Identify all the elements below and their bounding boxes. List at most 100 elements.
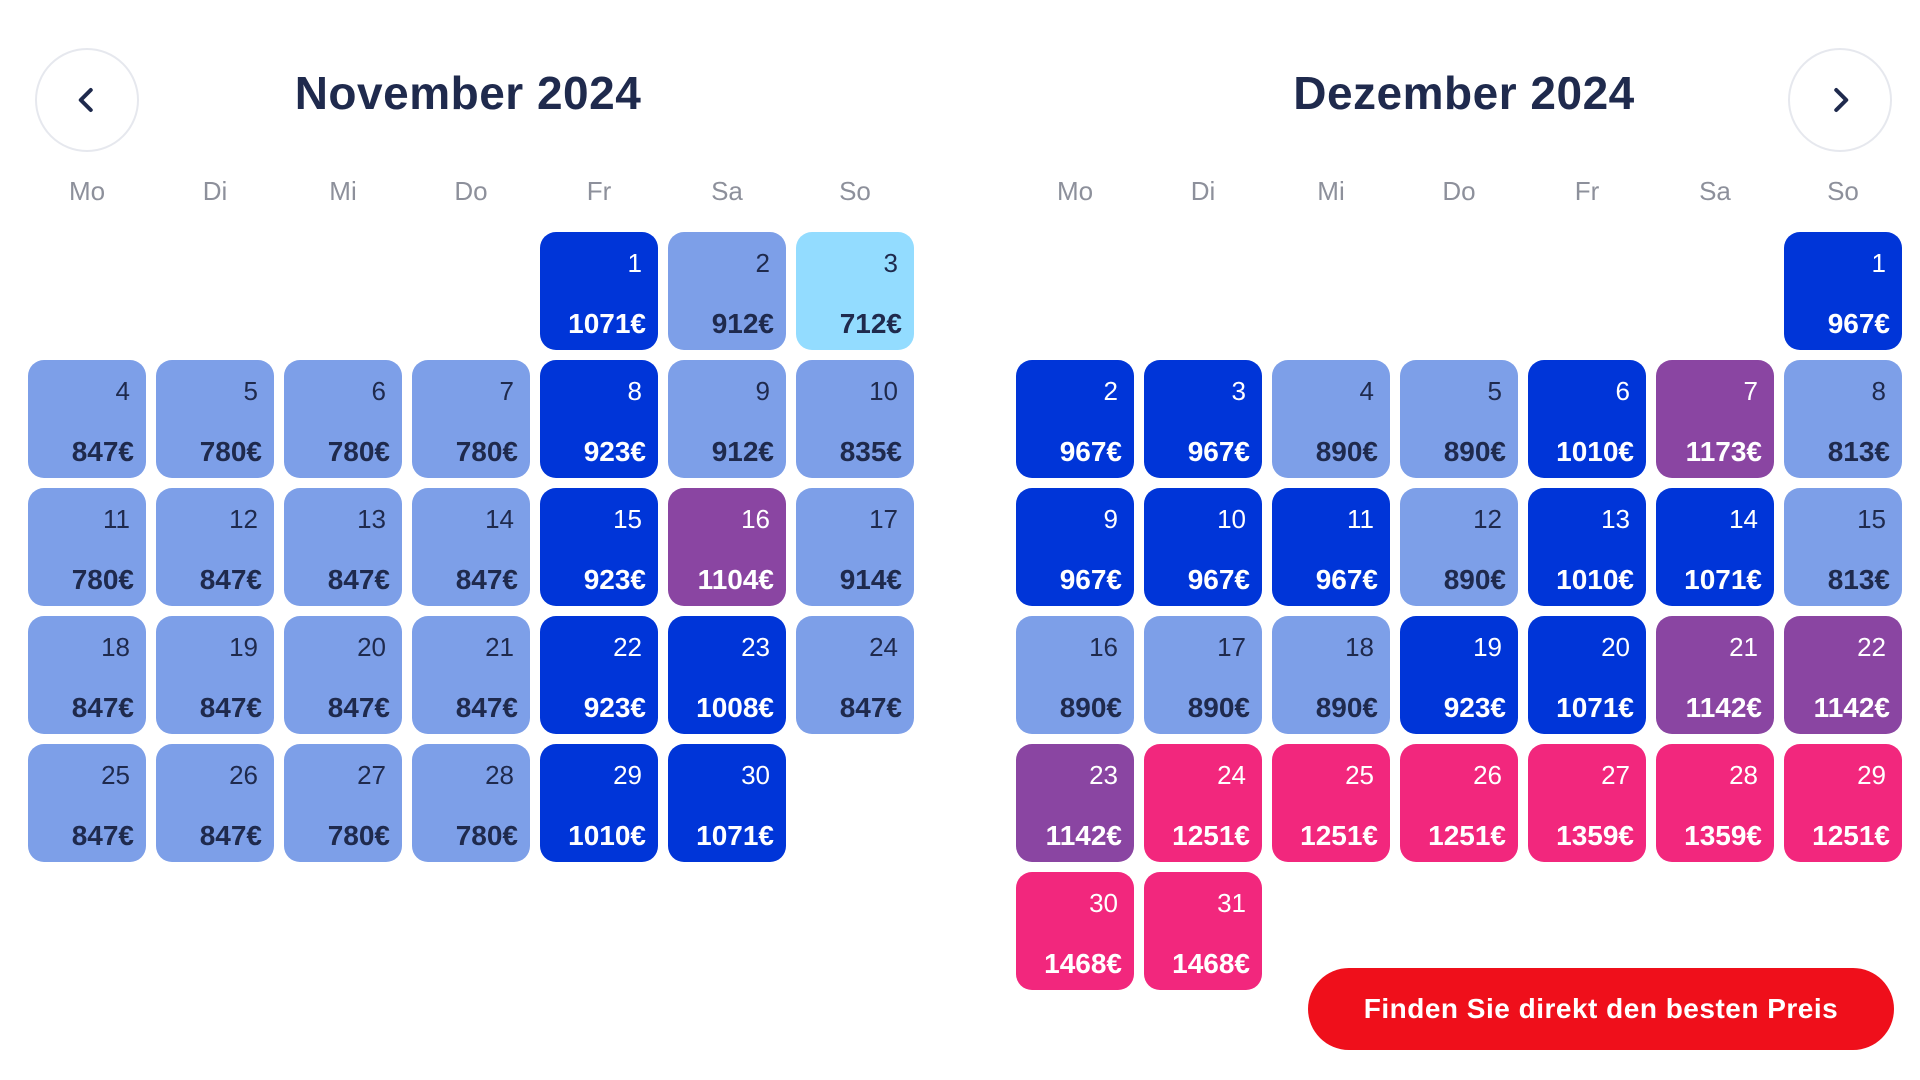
- month-calendar-november: November 2024 Mo Di Mi Do Fr Sa So 1 1071…: [28, 0, 924, 1000]
- day-cell[interactable]: 13 847€: [284, 488, 402, 606]
- chevron-left-icon: [78, 88, 93, 112]
- day-cell[interactable]: 13 1010€: [1528, 488, 1646, 606]
- day-cell[interactable]: 15 813€: [1784, 488, 1902, 606]
- month-title: Dezember 2024: [1293, 67, 1635, 119]
- day-cell[interactable]: 24 847€: [796, 616, 914, 734]
- day-cell[interactable]: 5 890€: [1400, 360, 1518, 478]
- day-cell[interactable]: 31 1468€: [1144, 872, 1262, 990]
- day-cell[interactable]: 29 1251€: [1784, 744, 1902, 862]
- day-number: 13: [1601, 504, 1630, 534]
- day-cell[interactable]: 22 1142€: [1784, 616, 1902, 734]
- day-number: 1: [627, 248, 642, 278]
- empty-cell: [1272, 232, 1390, 350]
- day-cell[interactable]: 16 890€: [1016, 616, 1134, 734]
- day-cell[interactable]: 12 847€: [156, 488, 274, 606]
- day-price: 1010€: [568, 820, 646, 851]
- day-number: 2: [1103, 376, 1118, 406]
- day-cell[interactable]: 28 1359€: [1656, 744, 1774, 862]
- day-price: 780€: [327, 436, 390, 467]
- next-month-button[interactable]: [1788, 48, 1892, 152]
- day-price: 1251€: [1172, 820, 1250, 851]
- day-price: 967€: [1187, 564, 1250, 595]
- day-cell[interactable]: 30 1071€: [668, 744, 786, 862]
- day-cell[interactable]: 6 1010€: [1528, 360, 1646, 478]
- day-cell[interactable]: 1 967€: [1784, 232, 1902, 350]
- day-number: 5: [243, 376, 258, 406]
- day-cell[interactable]: 30 1468€: [1016, 872, 1134, 990]
- day-cell[interactable]: 11 780€: [28, 488, 146, 606]
- day-cell[interactable]: 25 847€: [28, 744, 146, 862]
- day-price: 1468€: [1172, 948, 1250, 979]
- day-cell[interactable]: 15 923€: [540, 488, 658, 606]
- day-cell[interactable]: 21 847€: [412, 616, 530, 734]
- day-number: 14: [485, 504, 514, 534]
- day-cell[interactable]: 27 780€: [284, 744, 402, 862]
- day-cell[interactable]: 24 1251€: [1144, 744, 1262, 862]
- chevron-right-icon: [1834, 88, 1849, 112]
- day-cell[interactable]: 2 912€: [668, 232, 786, 350]
- day-number: 27: [357, 760, 386, 790]
- day-number: 28: [485, 760, 514, 790]
- day-number: 13: [357, 504, 386, 534]
- day-cell[interactable]: 9 967€: [1016, 488, 1134, 606]
- day-cell[interactable]: 8 813€: [1784, 360, 1902, 478]
- day-cell[interactable]: 4 890€: [1272, 360, 1390, 478]
- day-cell[interactable]: 19 923€: [1400, 616, 1518, 734]
- day-cell[interactable]: 10 967€: [1144, 488, 1262, 606]
- day-cell[interactable]: 26 1251€: [1400, 744, 1518, 862]
- day-cell[interactable]: 18 847€: [28, 616, 146, 734]
- day-cell[interactable]: 19 847€: [156, 616, 274, 734]
- day-cell[interactable]: 8 923€: [540, 360, 658, 478]
- day-price: 813€: [1827, 436, 1890, 467]
- day-price: 1104€: [697, 564, 774, 595]
- day-cell[interactable]: 17 914€: [796, 488, 914, 606]
- day-price: 890€: [1059, 692, 1122, 723]
- prev-month-button[interactable]: [35, 48, 139, 152]
- day-number: 17: [869, 504, 898, 534]
- day-cell[interactable]: 2 967€: [1016, 360, 1134, 478]
- day-price: 847€: [199, 692, 262, 723]
- day-price: 847€: [199, 564, 262, 595]
- find-best-price-button[interactable]: Finden Sie direkt den besten Preis: [1308, 968, 1894, 1050]
- day-number: 8: [627, 376, 642, 406]
- day-cell[interactable]: 4 847€: [28, 360, 146, 478]
- day-cell[interactable]: 14 847€: [412, 488, 530, 606]
- day-number: 21: [1729, 632, 1758, 662]
- day-cell[interactable]: 20 1071€: [1528, 616, 1646, 734]
- day-cell[interactable]: 3 712€: [796, 232, 914, 350]
- day-price: 967€: [1827, 308, 1890, 339]
- day-cell[interactable]: 14 1071€: [1656, 488, 1774, 606]
- day-price: 1359€: [1556, 820, 1634, 851]
- day-cell[interactable]: 18 890€: [1272, 616, 1390, 734]
- day-price: 847€: [327, 692, 390, 723]
- day-cell[interactable]: 17 890€: [1144, 616, 1262, 734]
- day-cell[interactable]: 22 923€: [540, 616, 658, 734]
- day-cell[interactable]: 29 1010€: [540, 744, 658, 862]
- day-cell[interactable]: 1 1071€: [540, 232, 658, 350]
- day-number: 22: [613, 632, 642, 662]
- day-cell[interactable]: 3 967€: [1144, 360, 1262, 478]
- day-cell[interactable]: 26 847€: [156, 744, 274, 862]
- day-cell[interactable]: 23 1008€: [668, 616, 786, 734]
- day-price: 847€: [71, 692, 134, 723]
- day-number: 22: [1857, 632, 1886, 662]
- day-cell[interactable]: 7 780€: [412, 360, 530, 478]
- day-cell[interactable]: 28 780€: [412, 744, 530, 862]
- day-number: 7: [499, 376, 514, 406]
- day-cell[interactable]: 10 835€: [796, 360, 914, 478]
- day-cell[interactable]: 20 847€: [284, 616, 402, 734]
- day-cell[interactable]: 9 912€: [668, 360, 786, 478]
- day-cell[interactable]: 21 1142€: [1656, 616, 1774, 734]
- day-cell[interactable]: 12 890€: [1400, 488, 1518, 606]
- day-cell[interactable]: 16 1104€: [668, 488, 786, 606]
- day-cell[interactable]: 11 967€: [1272, 488, 1390, 606]
- day-cell[interactable]: 27 1359€: [1528, 744, 1646, 862]
- day-cell[interactable]: 6 780€: [284, 360, 402, 478]
- day-cell[interactable]: 25 1251€: [1272, 744, 1390, 862]
- day-cell[interactable]: 5 780€: [156, 360, 274, 478]
- day-cell[interactable]: 7 1173€: [1656, 360, 1774, 478]
- day-price: 890€: [1315, 692, 1378, 723]
- day-cell[interactable]: 23 1142€: [1016, 744, 1134, 862]
- month-calendar-december: Dezember 2024 Mo Di Mi Do Fr Sa So 1 967€…: [1016, 0, 1912, 1000]
- day-price: 1142€: [1045, 820, 1122, 851]
